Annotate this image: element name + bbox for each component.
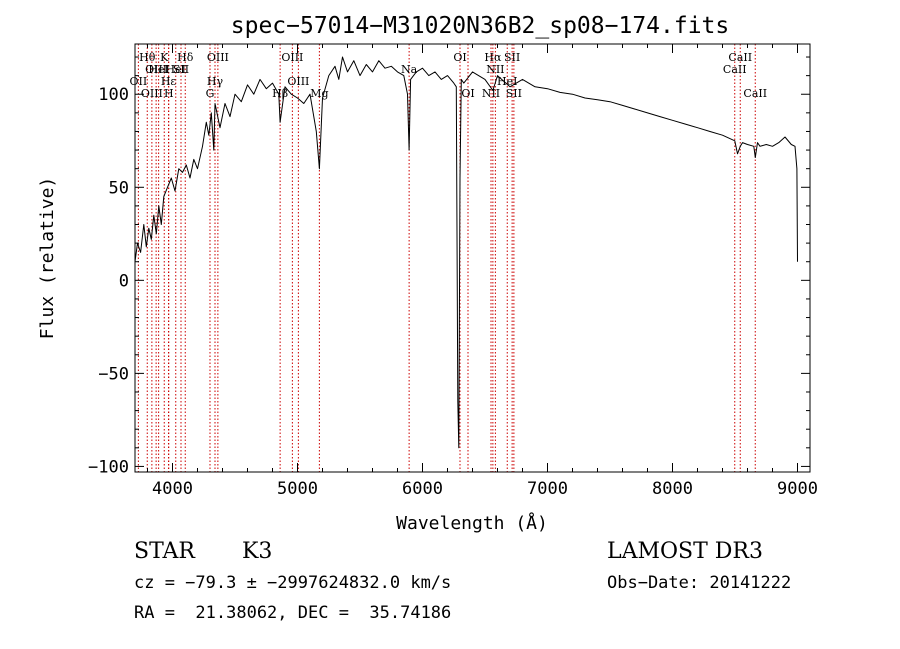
- marker-label-10: Hδ: [177, 51, 194, 64]
- marker-label-1: Hθ: [139, 51, 156, 64]
- object-class: STAR: [134, 539, 195, 564]
- spectrum-line: [134, 56, 798, 449]
- marker-label-18: Na: [401, 63, 418, 76]
- x-tick-label: 6000: [402, 479, 443, 499]
- x-axis-label: Wavelength (Å): [396, 512, 548, 534]
- chart-title: spec−57014−M31020N36B2_sp08−174.fits: [231, 13, 730, 39]
- marker-label-15: OIII: [281, 51, 303, 64]
- marker-label-27: CaII: [723, 63, 747, 76]
- emission-line-markers: [137, 44, 756, 472]
- observation-date: Obs−Date: 20141222: [607, 573, 792, 593]
- x-tick-label: 4000: [152, 479, 193, 499]
- y-axis: −100 −50 0 50 100: [88, 56, 810, 477]
- marker-label-4: HeI: [148, 63, 168, 76]
- marker-label-25: SII: [504, 51, 520, 64]
- y-tick-label: 0: [119, 271, 129, 291]
- x-axis: 4000 5000 6000 7000 8000 9000: [147, 44, 818, 499]
- marker-label-8: HeI: [166, 63, 186, 76]
- marker-label-26: SII: [506, 87, 522, 100]
- marker-label-6: Hε: [161, 75, 177, 88]
- sky-coordinates: RA = 21.38062, DEC = 35.74186: [134, 603, 452, 623]
- marker-label-17: Mg: [310, 87, 328, 100]
- object-subclass: K3: [242, 539, 273, 564]
- y-tick-label: 50: [109, 178, 129, 198]
- marker-label-7: H: [164, 87, 174, 100]
- marker-label-0: OII: [130, 75, 148, 88]
- x-tick-label: 8000: [652, 479, 693, 499]
- marker-label-14: Hβ: [272, 87, 288, 100]
- marker-label-11: G: [206, 87, 215, 100]
- survey-name: LAMOST DR3: [607, 539, 763, 564]
- marker-label-12: Hγ: [207, 75, 224, 88]
- x-tick-label: 9000: [777, 479, 818, 499]
- marker-label-3: OIII: [145, 63, 167, 76]
- marker-label-23: NII: [486, 63, 504, 76]
- y-axis-label: Flux (relative): [37, 177, 58, 340]
- emission-line-labels: OIIHθOIIIOIIIHeIKHεHHeISIIHδGHγOIIIHβOII…: [130, 51, 768, 100]
- marker-label-28: CaII: [728, 51, 752, 64]
- y-tick-label: 100: [98, 85, 129, 105]
- x-tick-label: 5000: [277, 479, 318, 499]
- spectrum-series: [134, 56, 798, 449]
- marker-label-19: OI: [453, 51, 466, 64]
- marker-label-2: OIII: [141, 87, 163, 100]
- plot-frame: [134, 43, 811, 473]
- marker-label-24: HeI: [497, 75, 517, 88]
- redshift-velocity: cz = −79.3 ± −2997624832.0 km/s: [134, 573, 452, 593]
- y-tick-label: −50: [98, 364, 129, 384]
- marker-label-20: OI: [461, 87, 474, 100]
- spectrum-chart: spec−57014−M31020N36B2_sp08−174.fits OII…: [37, 13, 818, 534]
- marker-label-16: OIII: [287, 75, 309, 88]
- marker-label-21: NII: [482, 87, 500, 100]
- marker-label-29: CaII: [743, 87, 767, 100]
- y-tick-label: −100: [88, 457, 129, 477]
- marker-label-13: OIII: [207, 51, 229, 64]
- marker-label-5: K: [160, 51, 169, 64]
- marker-label-22: Hα: [484, 51, 502, 64]
- marker-label-9: SII: [173, 63, 189, 76]
- x-tick-label: 7000: [527, 479, 568, 499]
